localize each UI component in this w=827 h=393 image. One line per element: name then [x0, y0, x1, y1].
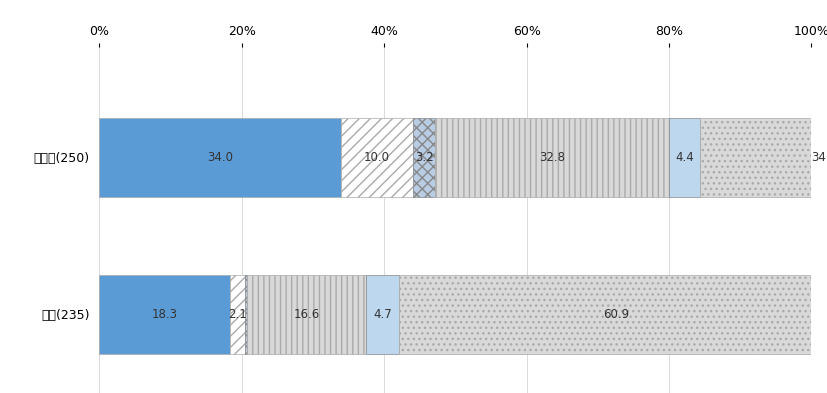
Bar — [435, 118, 668, 196]
Bar — [412, 118, 435, 196]
Bar — [399, 275, 827, 354]
Text: 3.2: 3.2 — [414, 151, 433, 164]
Bar — [247, 275, 366, 354]
Bar — [341, 118, 412, 196]
Text: 4.4: 4.4 — [675, 151, 693, 164]
Bar — [229, 275, 244, 354]
Text: 60.9: 60.9 — [602, 308, 629, 321]
Text: 2.1: 2.1 — [227, 308, 246, 321]
Bar — [99, 118, 341, 196]
Text: 10.0: 10.0 — [364, 151, 390, 164]
Bar — [244, 275, 247, 354]
Text: 18.3: 18.3 — [151, 308, 177, 321]
Bar — [668, 118, 700, 196]
Bar — [366, 275, 399, 354]
Text: 16.6: 16.6 — [293, 308, 319, 321]
Text: 4.7: 4.7 — [373, 308, 391, 321]
Bar — [99, 275, 229, 354]
Text: 34.0: 34.0 — [207, 151, 233, 164]
Bar — [700, 118, 827, 196]
Text: 32.8: 32.8 — [538, 151, 565, 164]
Text: 34.8: 34.8 — [810, 151, 827, 164]
